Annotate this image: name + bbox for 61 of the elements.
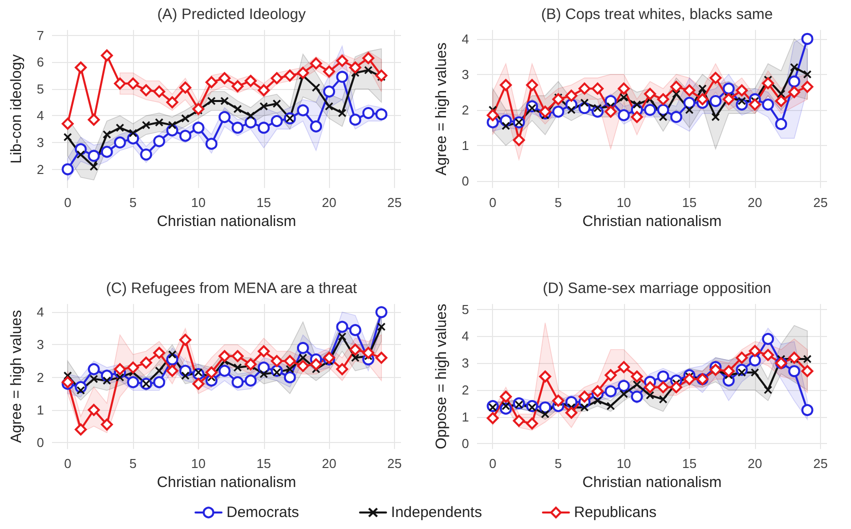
- chart-title: (A) Predicted Ideology: [157, 6, 306, 23]
- x-axis-title: Christian nationalism: [156, 213, 296, 230]
- y-tick-label: 4: [36, 108, 44, 124]
- chart-title: (B) Cops treat whites, blacks same: [541, 6, 773, 23]
- y-tick-label: 4: [36, 304, 44, 320]
- y-tick-label: 1: [462, 138, 469, 153]
- x-tick-label: 15: [256, 456, 271, 471]
- y-tick-label: 2: [462, 102, 469, 118]
- chart-title: (D) Same-sex marriage opposition: [542, 280, 772, 297]
- x-tick-label: 15: [682, 195, 697, 210]
- y-tick-label: 4: [462, 328, 469, 344]
- x-tick-label: 20: [322, 195, 336, 210]
- chart-title: (C) Refugees from MENA are a threat: [106, 280, 358, 297]
- x-tick-label: 5: [129, 195, 137, 210]
- x-tick-label: 20: [322, 456, 336, 471]
- x-tick-label: 0: [64, 195, 72, 210]
- y-tick-label: 5: [462, 302, 469, 317]
- x-tick-label: 0: [489, 195, 496, 210]
- y-tick-label: 3: [462, 356, 469, 371]
- y-tick-label: 2: [462, 382, 469, 398]
- x-axis-title: Christian nationalism: [582, 474, 722, 491]
- x-tick-label: 0: [489, 456, 496, 471]
- x-tick-label: 5: [129, 456, 137, 471]
- legend-label: Independents: [391, 504, 482, 521]
- x-tick-label: 0: [64, 456, 72, 471]
- x-tick-label: 5: [554, 456, 562, 471]
- x-tick-label: 25: [813, 456, 828, 471]
- x-tick-label: 20: [748, 195, 762, 210]
- y-tick-label: 2: [36, 370, 44, 385]
- y-axis-title: Agree = high values: [433, 42, 450, 176]
- y-tick-label: 3: [462, 66, 469, 82]
- x-tick-label: 10: [616, 456, 632, 471]
- y-axis-title: Agree = high values: [8, 310, 25, 444]
- x-axis-title: Christian nationalism: [582, 213, 722, 230]
- y-axis-title: Lib-con ideology: [8, 54, 25, 164]
- y-tick-label: 6: [36, 54, 44, 70]
- x-tick-label: 25: [387, 195, 402, 210]
- x-tick-label: 15: [256, 195, 271, 210]
- x-axis-title: Christian nationalism: [156, 474, 296, 491]
- y-tick-label: 5: [36, 81, 44, 96]
- y-tick-label: 3: [36, 337, 44, 352]
- y-tick-label: 4: [462, 31, 469, 46]
- y-tick-label: 3: [36, 134, 44, 150]
- y-tick-label: 1: [36, 402, 44, 418]
- y-tick-label: 2: [36, 162, 44, 177]
- x-tick-label: 20: [748, 456, 762, 471]
- x-tick-label: 25: [387, 456, 402, 471]
- y-tick-label: 0: [462, 436, 469, 452]
- x-tick-label: 10: [191, 456, 206, 471]
- y-tick-label: 1: [462, 409, 469, 424]
- x-tick-label: 15: [682, 456, 697, 471]
- x-tick-label: 5: [554, 195, 562, 210]
- legend-label: Democrats: [226, 504, 300, 521]
- x-tick-label: 10: [191, 195, 206, 210]
- y-tick-label: 0: [462, 173, 469, 188]
- x-tick-label: 10: [616, 195, 632, 210]
- y-tick-label: 7: [36, 28, 44, 43]
- y-axis-title: Oppose = high values: [433, 304, 450, 450]
- legend-label: Republicans: [574, 504, 657, 521]
- x-tick-label: 25: [813, 195, 828, 210]
- y-tick-label: 0: [36, 434, 44, 450]
